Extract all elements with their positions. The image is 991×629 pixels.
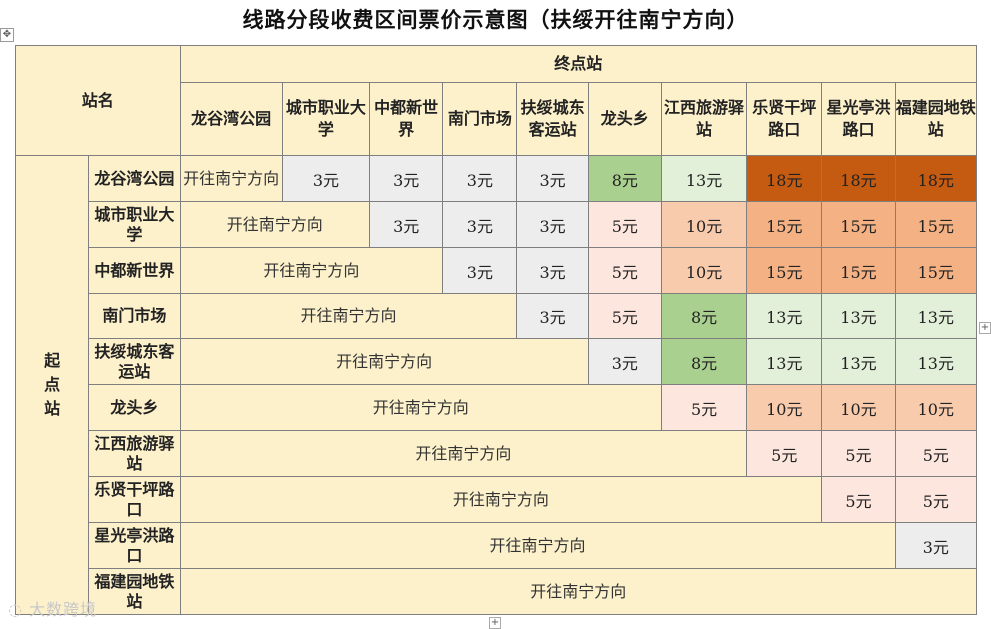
table-row: 乐贤干坪路口 开往南宁方向 5元 5元 bbox=[16, 476, 978, 523]
fare-cell: 10元 bbox=[660, 247, 748, 294]
fare-cell: 5元 bbox=[821, 430, 896, 477]
table-row: 中都新世界 开往南宁方向 3元 3元 5元 10元 15元 15元 15元 bbox=[16, 247, 978, 294]
column-header: 乐贤干坪路口 bbox=[746, 82, 823, 156]
fare-cell: 5元 bbox=[746, 430, 823, 477]
fare-cell: 3元 bbox=[442, 247, 518, 294]
page-title: 线路分段收费区间票价示意图（扶绥开往南宁方向） bbox=[242, 8, 749, 32]
fare-cell: 10元 bbox=[660, 201, 748, 248]
fare-cell: 18元 bbox=[746, 155, 823, 202]
table-row: 龙头乡 开往南宁方向 5元 10元 10元 10元 bbox=[16, 384, 978, 431]
direction-cell: 开往南宁方向 bbox=[179, 476, 823, 523]
fare-cell: 3元 bbox=[894, 522, 978, 569]
watermark: ◌ 大数跨境 bbox=[8, 596, 97, 620]
column-header: 城市职业大学 bbox=[281, 82, 371, 156]
fare-cell: 15元 bbox=[894, 247, 978, 294]
fare-cell: 10元 bbox=[894, 384, 978, 431]
row-station-name: 福建园地铁站 bbox=[88, 568, 181, 615]
fare-cell: 5元 bbox=[894, 476, 978, 523]
column-header: 星光亭洪路口 bbox=[821, 82, 896, 156]
column-header: 福建园地铁站 bbox=[894, 82, 978, 156]
fare-cell: 10元 bbox=[821, 384, 896, 431]
fare-cell: 3元 bbox=[281, 155, 371, 202]
fare-cell: 3元 bbox=[442, 155, 518, 202]
direction-cell: 开往南宁方向 bbox=[179, 568, 977, 615]
column-header: 龙谷湾公园 bbox=[179, 82, 283, 156]
fare-cell: 3元 bbox=[516, 201, 589, 248]
fare-cell: 18元 bbox=[894, 155, 978, 202]
plus-icon[interactable]: + bbox=[979, 322, 991, 334]
table-row: 扶绥城东客运站 开往南宁方向 3元 8元 13元 13元 13元 bbox=[16, 338, 978, 385]
row-station-name: 龙头乡 bbox=[88, 384, 181, 431]
fare-cell: 3元 bbox=[587, 338, 662, 385]
direction-cell: 开往南宁方向 bbox=[179, 155, 283, 202]
move-arrows-icon[interactable]: ✥ bbox=[0, 28, 14, 42]
fare-cell: 10元 bbox=[746, 384, 823, 431]
fare-cell: 15元 bbox=[746, 247, 823, 294]
fare-cell: 13元 bbox=[894, 338, 978, 385]
fare-cell: 13元 bbox=[821, 338, 896, 385]
table-row: 星光亭洪路口 开往南宁方向 3元 bbox=[16, 522, 978, 569]
direction-cell: 开往南宁方向 bbox=[179, 384, 662, 431]
fare-cell: 5元 bbox=[587, 247, 662, 294]
fare-cell: 8元 bbox=[660, 338, 748, 385]
row-station-name: 扶绥城东客运站 bbox=[88, 338, 181, 385]
direction-cell: 开往南宁方向 bbox=[179, 201, 371, 248]
direction-cell: 开往南宁方向 bbox=[179, 293, 518, 339]
fare-cell: 15元 bbox=[894, 201, 978, 248]
station-name-header: 站名 bbox=[15, 45, 181, 156]
column-header: 扶绥城东客运站 bbox=[516, 82, 589, 156]
fare-cell: 18元 bbox=[821, 155, 896, 202]
table-row: 江西旅游驿站 开往南宁方向 5元 5元 5元 bbox=[16, 430, 978, 477]
fare-cell: 3元 bbox=[516, 155, 589, 202]
fare-cell: 8元 bbox=[660, 293, 748, 339]
fare-cell: 15元 bbox=[821, 247, 896, 294]
fare-cell: 3元 bbox=[369, 155, 444, 202]
table-row: 福建园地铁站 开往南宁方向 bbox=[16, 568, 977, 615]
fare-cell: 3元 bbox=[442, 201, 518, 248]
fare-cell: 5元 bbox=[894, 430, 978, 477]
column-header: 中都新世界 bbox=[369, 82, 444, 156]
row-station-name: 江西旅游驿站 bbox=[88, 430, 181, 477]
row-station-name: 龙谷湾公园 bbox=[88, 155, 181, 202]
fare-cell: 5元 bbox=[821, 476, 896, 523]
fare-cell: 3元 bbox=[516, 247, 589, 294]
column-header: 南门市场 bbox=[442, 82, 518, 156]
fare-cell: 13元 bbox=[660, 155, 748, 202]
direction-cell: 开往南宁方向 bbox=[179, 522, 896, 569]
row-station-name: 中都新世界 bbox=[88, 247, 181, 294]
column-header: 江西旅游驿站 bbox=[660, 82, 748, 156]
fare-cell: 5元 bbox=[660, 384, 748, 431]
terminal-header: 终点站 bbox=[179, 45, 977, 83]
fare-cell: 3元 bbox=[516, 293, 589, 339]
fare-cell: 3元 bbox=[369, 201, 444, 248]
table-row: 南门市场 开往南宁方向 3元 5元 8元 13元 13元 13元 bbox=[16, 293, 978, 339]
direction-cell: 开往南宁方向 bbox=[179, 247, 444, 294]
row-station-name: 星光亭洪路口 bbox=[88, 522, 181, 569]
direction-cell: 开往南宁方向 bbox=[179, 338, 589, 385]
plus-icon[interactable]: + bbox=[489, 617, 501, 629]
chat-bubble-icon: ◌ bbox=[8, 600, 23, 619]
fare-cell: 13元 bbox=[746, 293, 823, 339]
fare-table: 站名 终点站 龙谷湾公园 城市职业大学 中都新世界 南门市场 扶绥城东客运站 龙头乡 江西旅游驿… bbox=[14, 45, 978, 615]
column-header: 龙头乡 bbox=[587, 82, 662, 156]
fare-cell: 5元 bbox=[587, 293, 662, 339]
fare-cell: 13元 bbox=[821, 293, 896, 339]
fare-cell: 8元 bbox=[587, 155, 662, 202]
watermark-text: 大数跨境 bbox=[29, 600, 98, 619]
row-station-name: 城市职业大学 bbox=[88, 201, 181, 248]
fare-cell: 15元 bbox=[746, 201, 823, 248]
direction-cell: 开往南宁方向 bbox=[179, 430, 748, 477]
fare-cell: 13元 bbox=[746, 338, 823, 385]
fare-cell: 5元 bbox=[587, 201, 662, 248]
fare-cell: 15元 bbox=[821, 201, 896, 248]
row-station-name: 南门市场 bbox=[88, 293, 181, 339]
table-row: 城市职业大学 开往南宁方向 3元 3元 3元 5元 10元 15元 15元 15元 bbox=[16, 201, 978, 248]
fare-cell: 13元 bbox=[894, 293, 978, 339]
origin-header: 起点站 bbox=[14, 155, 90, 615]
table-row: 起点站 龙谷湾公园 开往南宁方向 3元 3元 3元 3元 8元 13元 18元 18元 18元 bbox=[14, 155, 978, 615]
row-station-name: 乐贤干坪路口 bbox=[88, 476, 181, 523]
